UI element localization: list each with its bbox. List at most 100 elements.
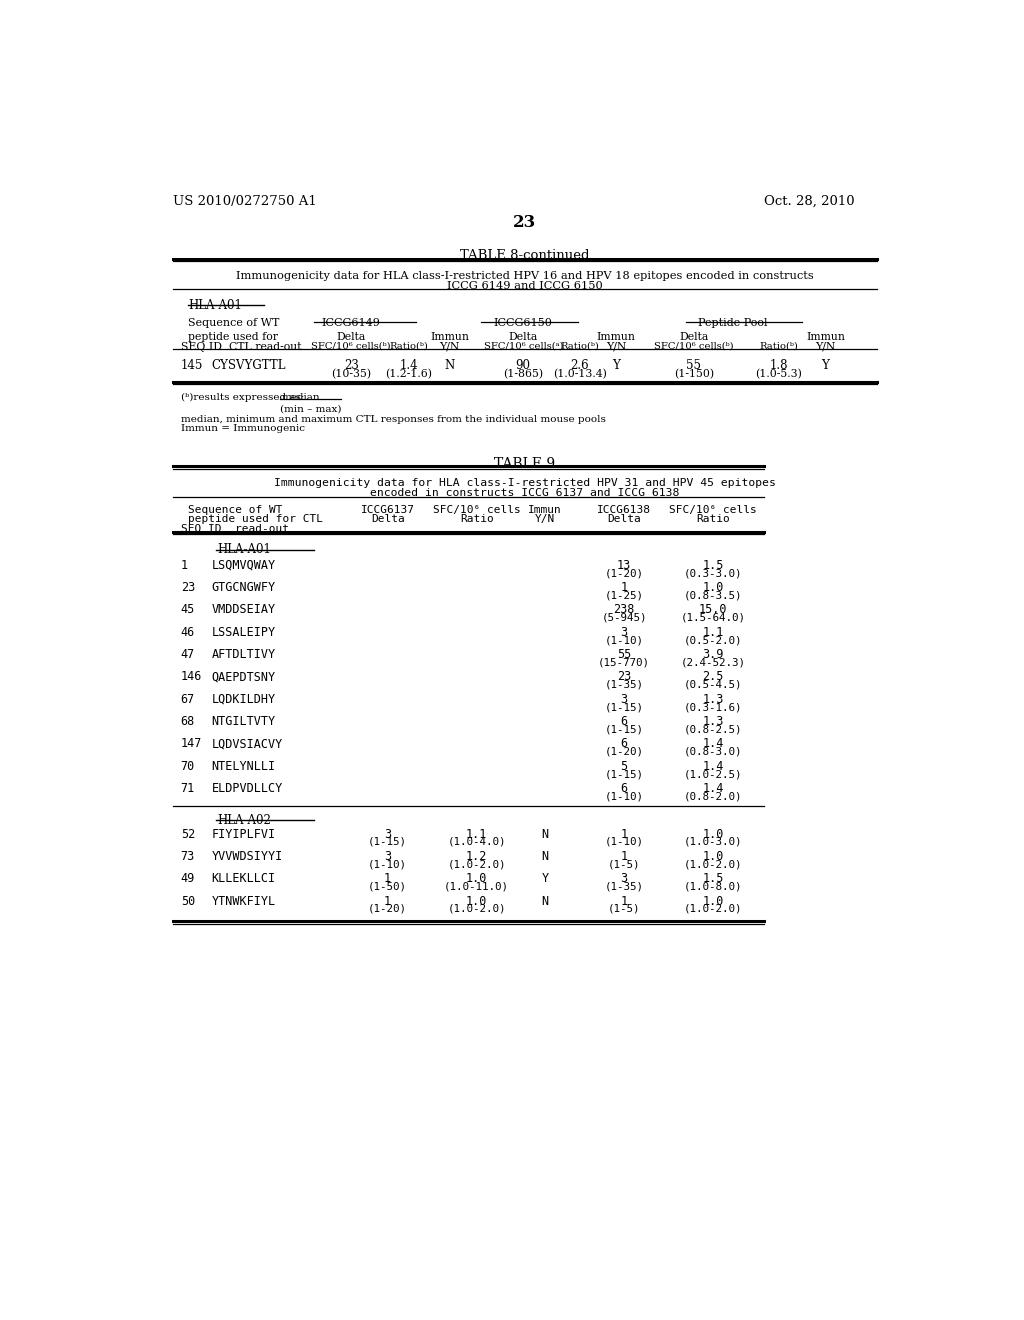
Text: TABLE 9: TABLE 9 (495, 457, 555, 471)
Text: Ratio(ᵇ): Ratio(ᵇ) (760, 342, 799, 351)
Text: ICCG6149: ICCG6149 (322, 318, 381, 327)
Text: Y/N: Y/N (606, 342, 627, 351)
Text: 90: 90 (516, 359, 530, 372)
Text: 6: 6 (621, 781, 628, 795)
Text: 52: 52 (180, 828, 195, 841)
Text: SEQ ID  read-out: SEQ ID read-out (180, 524, 289, 533)
Text: (1-5): (1-5) (608, 859, 640, 869)
Text: SFC/10⁶ cells(ᵃ): SFC/10⁶ cells(ᵃ) (483, 342, 563, 351)
Text: (1-15): (1-15) (604, 702, 643, 711)
Text: (1.0-8.0): (1.0-8.0) (684, 882, 742, 891)
Text: 2.5: 2.5 (702, 671, 724, 684)
Text: FIYIPLFVI: FIYIPLFVI (212, 828, 275, 841)
Text: ICCG6150: ICCG6150 (494, 318, 553, 327)
Text: (1.2-1.6): (1.2-1.6) (385, 368, 432, 379)
Text: YTNWKFIYL: YTNWKFIYL (212, 895, 275, 908)
Text: N: N (542, 850, 549, 863)
Text: (1-10): (1-10) (604, 792, 643, 801)
Text: SFC/10⁶ cells(ᵇ): SFC/10⁶ cells(ᵇ) (311, 342, 391, 351)
Text: 1: 1 (180, 558, 187, 572)
Text: (1-20): (1-20) (604, 568, 643, 578)
Text: 1.0: 1.0 (466, 873, 487, 886)
Text: 145: 145 (180, 359, 203, 372)
Text: AFTDLTIVY: AFTDLTIVY (212, 648, 275, 661)
Text: 1: 1 (384, 873, 391, 886)
Text: (1-35): (1-35) (604, 680, 643, 689)
Text: (1-50): (1-50) (368, 882, 408, 891)
Text: YVVWDSIYYI: YVVWDSIYYI (212, 850, 283, 863)
Text: Y/N: Y/N (439, 342, 460, 351)
Text: 3: 3 (384, 850, 391, 863)
Text: 67: 67 (180, 693, 195, 706)
Text: median: median (282, 393, 321, 403)
Text: Ratio: Ratio (696, 515, 730, 524)
Text: (1-10): (1-10) (368, 859, 408, 869)
Text: (0.8-3.5): (0.8-3.5) (684, 590, 742, 601)
Text: 1.4: 1.4 (399, 359, 418, 372)
Text: Ratio(ᵇ): Ratio(ᵇ) (389, 342, 428, 351)
Text: Y/N: Y/N (535, 515, 555, 524)
Text: 1.3: 1.3 (702, 715, 724, 729)
Text: 3: 3 (621, 626, 628, 639)
Text: (0.3-1.6): (0.3-1.6) (684, 702, 742, 711)
Text: LSQMVQWAY: LSQMVQWAY (212, 558, 275, 572)
Text: (5-945): (5-945) (601, 612, 647, 623)
Text: 1.0: 1.0 (702, 828, 724, 841)
Text: (ᵇ)results expressed as:: (ᵇ)results expressed as: (180, 393, 304, 403)
Text: N: N (542, 828, 549, 841)
Text: (1-10): (1-10) (604, 635, 643, 645)
Text: CYSVYGTTL: CYSVYGTTL (212, 359, 286, 372)
Text: Sequence of WT: Sequence of WT (188, 318, 280, 327)
Text: (1-20): (1-20) (368, 904, 408, 913)
Text: GTGCNGWFY: GTGCNGWFY (212, 581, 275, 594)
Text: (1.5-64.0): (1.5-64.0) (681, 612, 745, 623)
Text: 3: 3 (621, 873, 628, 886)
Text: Y: Y (542, 873, 549, 886)
Text: Oct. 28, 2010: Oct. 28, 2010 (764, 194, 854, 207)
Text: Peptide Pool: Peptide Pool (697, 318, 767, 327)
Text: Delta: Delta (371, 515, 404, 524)
Text: (2.4-52.3): (2.4-52.3) (681, 657, 745, 668)
Text: 49: 49 (180, 873, 195, 886)
Text: 1.0: 1.0 (702, 895, 724, 908)
Text: 1.2: 1.2 (466, 850, 487, 863)
Text: 147: 147 (180, 738, 202, 751)
Text: 47: 47 (180, 648, 195, 661)
Text: (1-15): (1-15) (604, 770, 643, 779)
Text: VMDDSEIAY: VMDDSEIAY (212, 603, 275, 616)
Text: (1.0-13.4): (1.0-13.4) (553, 368, 607, 379)
Text: SFC/10⁶ cells: SFC/10⁶ cells (670, 506, 757, 515)
Text: 1: 1 (621, 895, 628, 908)
Text: 2.6: 2.6 (570, 359, 589, 372)
Text: (1.0-4.0): (1.0-4.0) (447, 837, 506, 846)
Text: 1.1: 1.1 (466, 828, 487, 841)
Text: 1.4: 1.4 (702, 738, 724, 751)
Text: 1.5: 1.5 (702, 558, 724, 572)
Text: Immun: Immun (430, 331, 469, 342)
Text: 13: 13 (616, 558, 631, 572)
Text: 46: 46 (180, 626, 195, 639)
Text: (0.8-2.0): (0.8-2.0) (684, 792, 742, 801)
Text: 70: 70 (180, 760, 195, 772)
Text: Delta: Delta (679, 331, 709, 342)
Text: (0.8-2.5): (0.8-2.5) (684, 725, 742, 734)
Text: (0.8-3.0): (0.8-3.0) (684, 747, 742, 756)
Text: SFC/10⁶ cells: SFC/10⁶ cells (433, 506, 520, 515)
Text: (0.5-4.5): (0.5-4.5) (684, 680, 742, 689)
Text: 50: 50 (180, 895, 195, 908)
Text: LQDVSIACVY: LQDVSIACVY (212, 738, 283, 751)
Text: 23: 23 (180, 581, 195, 594)
Text: Immunogenicity data for HLA class-I-restricted HPV 31 and HPV 45 epitopes: Immunogenicity data for HLA class-I-rest… (273, 478, 776, 488)
Text: LSSALEIPY: LSSALEIPY (212, 626, 275, 639)
Text: (1-35): (1-35) (604, 882, 643, 891)
Text: NTGILTVTY: NTGILTVTY (212, 715, 275, 729)
Text: Y: Y (821, 359, 829, 372)
Text: 23: 23 (513, 214, 537, 231)
Text: (10-35): (10-35) (331, 368, 372, 379)
Text: Ratio: Ratio (460, 515, 494, 524)
Text: N: N (542, 895, 549, 908)
Text: Immun: Immun (528, 506, 562, 515)
Text: 45: 45 (180, 603, 195, 616)
Text: 1.3: 1.3 (702, 693, 724, 706)
Text: (1.0-3.0): (1.0-3.0) (684, 837, 742, 846)
